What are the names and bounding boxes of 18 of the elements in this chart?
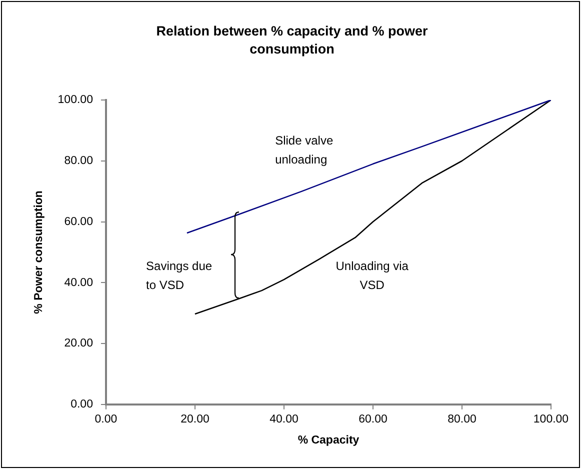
annotation: Unloading via VSD: [336, 259, 409, 292]
annotation: Slide valve unloading: [275, 134, 334, 167]
x-tick-label: 0.00: [94, 413, 118, 426]
y-tick-label: 40.00: [64, 276, 93, 289]
y-tick-label: 20.00: [64, 338, 93, 350]
y-tick-label: 0.00: [70, 398, 93, 411]
y-tick-label: 60.00: [64, 216, 93, 228]
chart-title: Relation between % capacity and % power consumption: [156, 24, 429, 57]
x-tick-label: 60.00: [358, 413, 388, 426]
y-tick-label: 100.00: [58, 94, 93, 106]
x-tick-label: 100.00: [533, 413, 569, 426]
x-tick-label: 80.00: [448, 413, 476, 426]
y-axis-title: % Power consumption: [33, 190, 46, 314]
x-tick-label: 20.00: [180, 413, 210, 426]
x-axis-title: % Capacity: [298, 434, 360, 446]
y-tick-label: 80.00: [64, 155, 93, 168]
annotation: Savings due to VSD: [146, 259, 212, 292]
x-tick-label: 40.00: [270, 413, 298, 426]
